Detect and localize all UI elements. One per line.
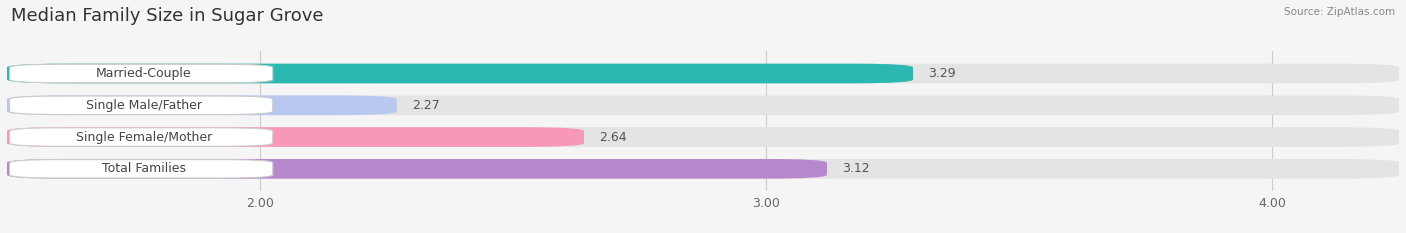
FancyBboxPatch shape bbox=[7, 127, 1399, 147]
Circle shape bbox=[0, 66, 204, 81]
FancyBboxPatch shape bbox=[10, 64, 273, 83]
FancyBboxPatch shape bbox=[7, 127, 583, 147]
Text: 3.12: 3.12 bbox=[842, 162, 870, 175]
FancyBboxPatch shape bbox=[10, 160, 273, 178]
Text: Single Female/Mother: Single Female/Mother bbox=[76, 130, 212, 144]
FancyBboxPatch shape bbox=[7, 159, 1399, 179]
FancyBboxPatch shape bbox=[7, 64, 1399, 83]
Circle shape bbox=[0, 161, 204, 176]
Circle shape bbox=[0, 98, 204, 113]
FancyBboxPatch shape bbox=[7, 159, 827, 179]
Text: Median Family Size in Sugar Grove: Median Family Size in Sugar Grove bbox=[11, 7, 323, 25]
Text: Married-Couple: Married-Couple bbox=[96, 67, 191, 80]
Circle shape bbox=[0, 130, 204, 144]
Text: Total Families: Total Families bbox=[101, 162, 186, 175]
Text: 2.27: 2.27 bbox=[412, 99, 440, 112]
Text: 2.64: 2.64 bbox=[599, 130, 627, 144]
FancyBboxPatch shape bbox=[7, 96, 1399, 115]
Text: Single Male/Father: Single Male/Father bbox=[86, 99, 201, 112]
FancyBboxPatch shape bbox=[10, 96, 273, 114]
Text: Source: ZipAtlas.com: Source: ZipAtlas.com bbox=[1284, 7, 1395, 17]
FancyBboxPatch shape bbox=[7, 64, 912, 83]
FancyBboxPatch shape bbox=[7, 96, 396, 115]
Text: 3.29: 3.29 bbox=[928, 67, 956, 80]
FancyBboxPatch shape bbox=[10, 128, 273, 146]
